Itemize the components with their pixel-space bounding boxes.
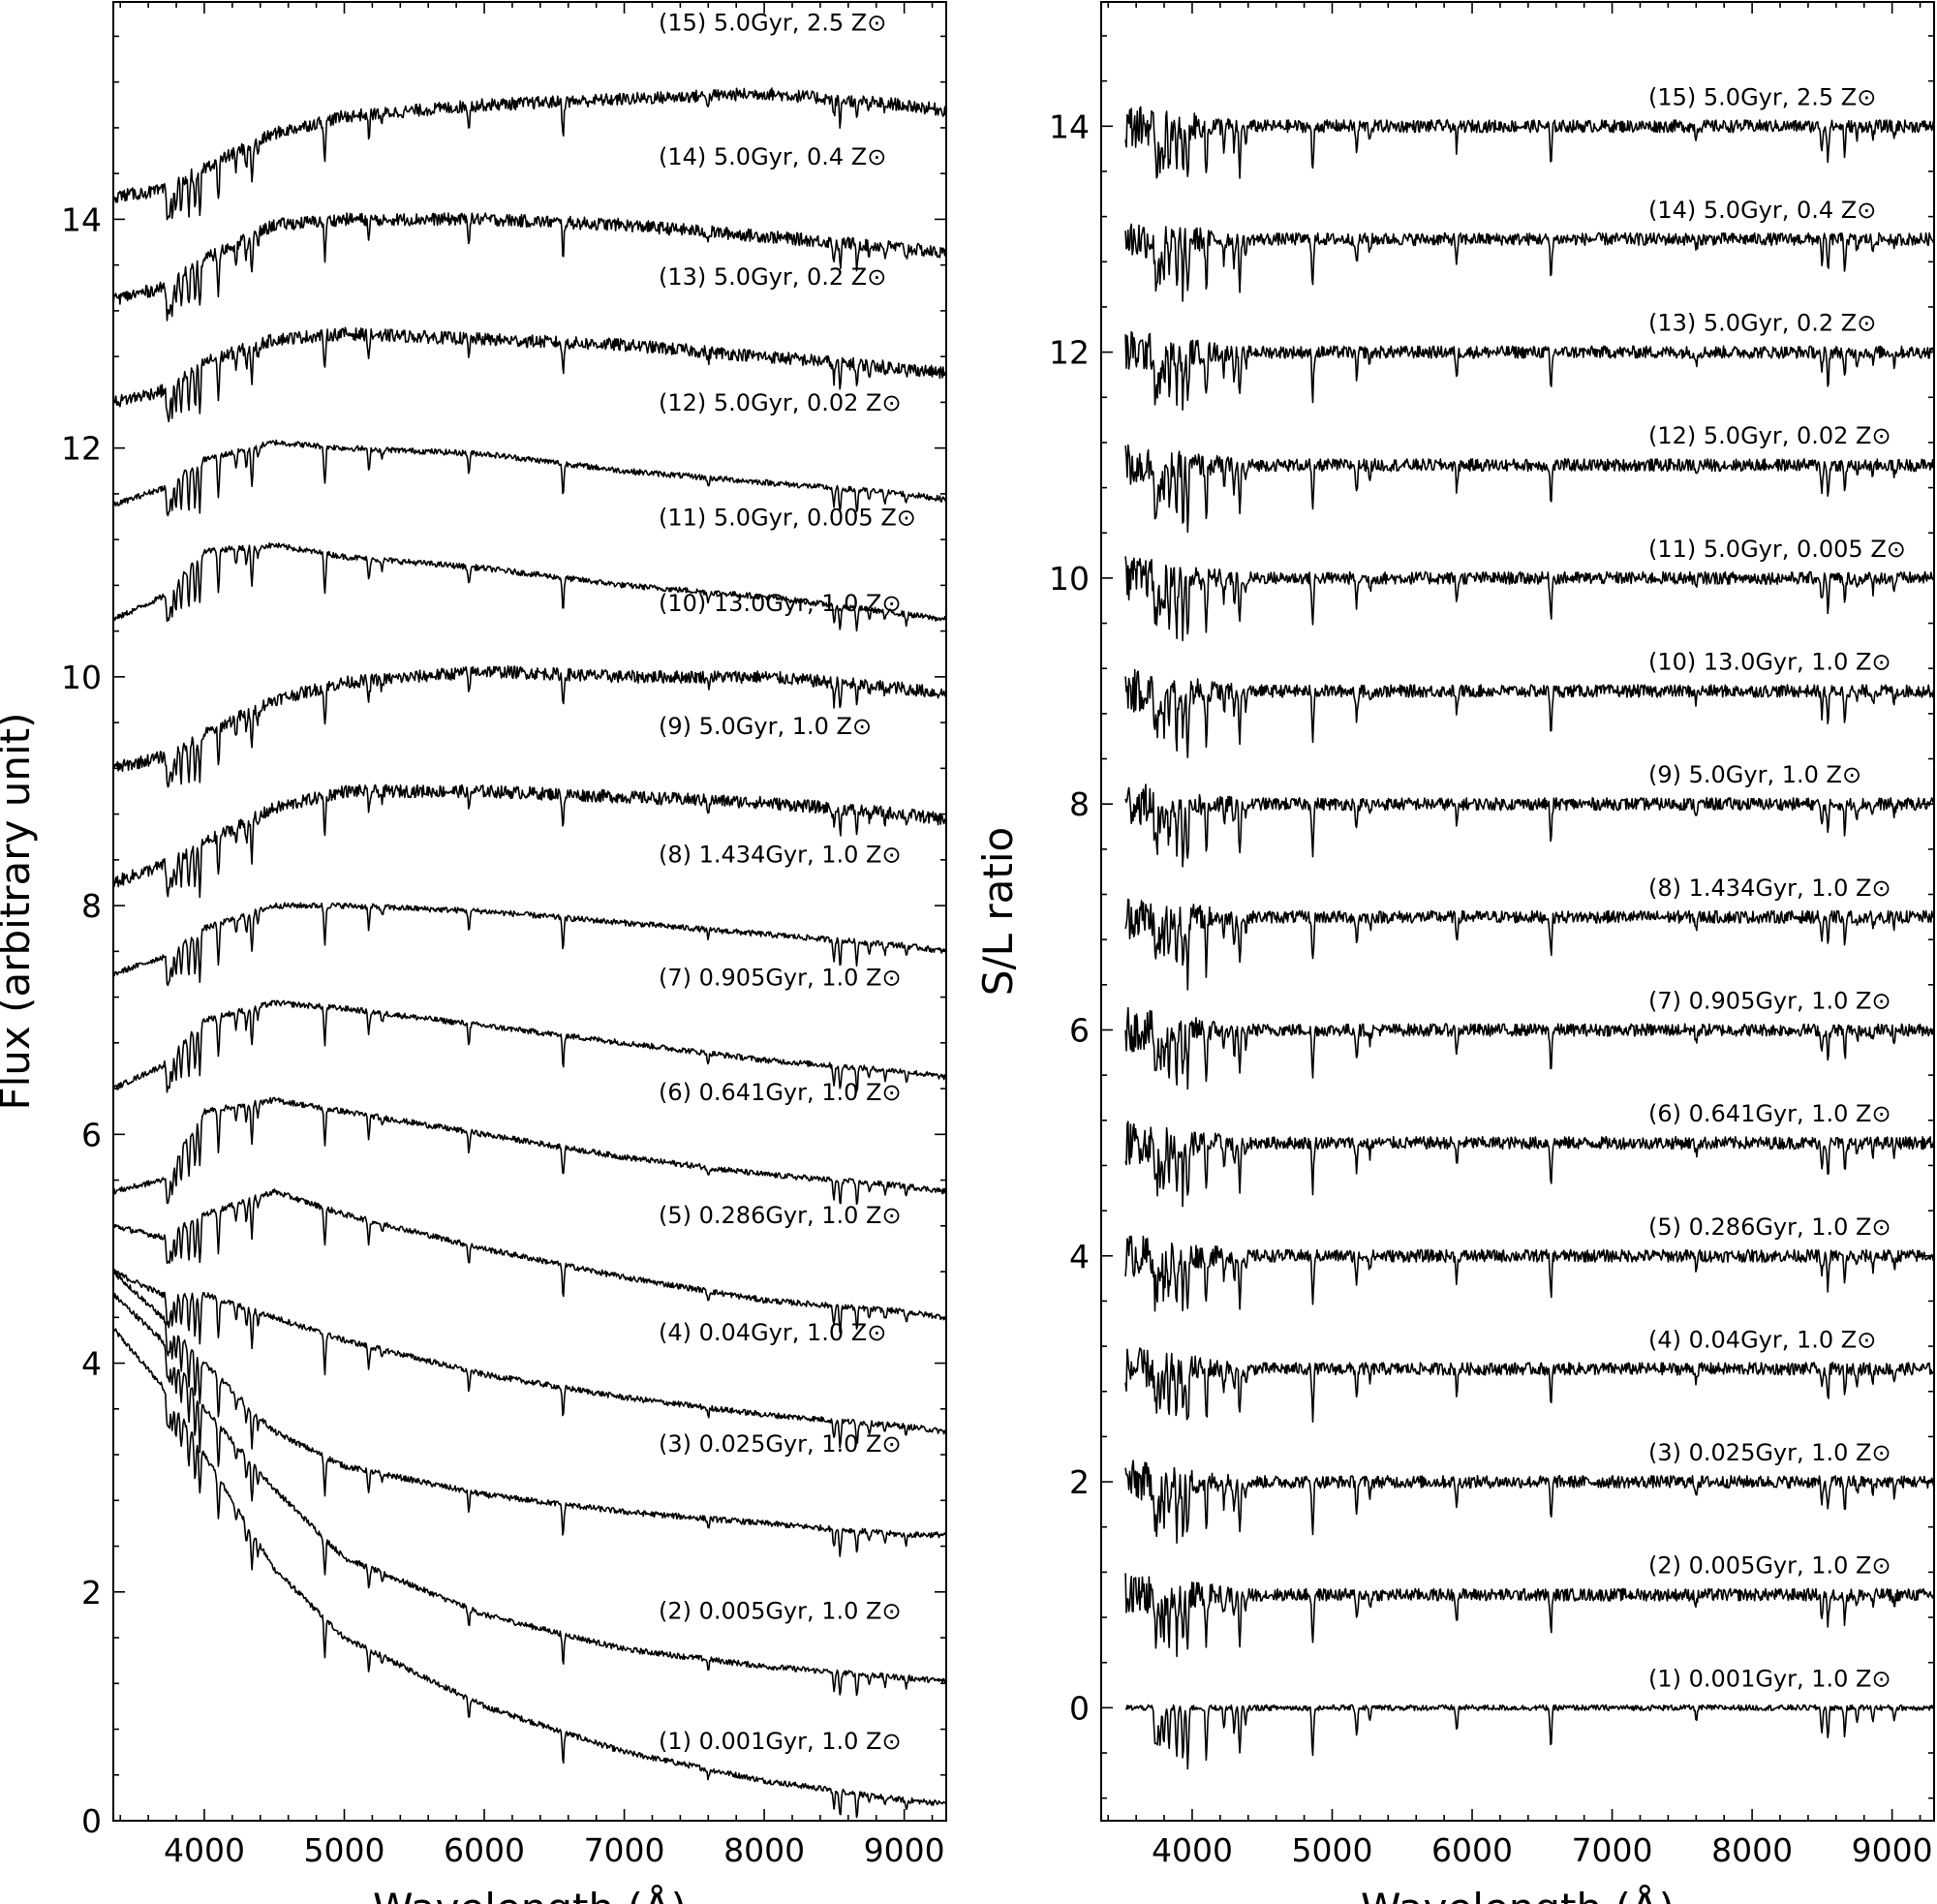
spectrum-line-15 — [1124, 106, 1935, 179]
series-label-4: (4) 0.04Gyr, 1.0 Z⊙ — [659, 1319, 886, 1346]
spectrum-line-6 — [112, 1096, 947, 1206]
y-tick-label: 14 — [1049, 107, 1090, 145]
series-label-1: (1) 0.001Gyr, 1.0 Z⊙ — [659, 1728, 902, 1755]
series-label-6: (6) 0.641Gyr, 1.0 Z⊙ — [659, 1079, 902, 1106]
series-label-5: (5) 0.286Gyr, 1.0 Z⊙ — [1648, 1213, 1891, 1241]
series-label-1: (1) 0.001Gyr, 1.0 Z⊙ — [1648, 1665, 1891, 1692]
spectrum-line-14 — [1124, 223, 1935, 302]
y-tick-label: 10 — [1049, 560, 1090, 598]
y-axis-label: Flux (arbitrary unit) — [0, 712, 39, 1110]
spectrum-line-12 — [112, 439, 947, 517]
x-tick-label: 4000 — [1152, 1831, 1233, 1869]
spectrum-line-7 — [112, 999, 946, 1093]
series-label-12: (12) 5.0Gyr, 0.02 Z⊙ — [1648, 422, 1891, 449]
series-label-13: (13) 5.0Gyr, 0.2 Z⊙ — [1648, 310, 1876, 337]
series-label-14: (14) 5.0Gyr, 0.4 Z⊙ — [659, 143, 886, 170]
y-tick-label: 8 — [1069, 785, 1090, 823]
y-tick-label: 2 — [81, 1574, 102, 1612]
series-label-12: (12) 5.0Gyr, 0.02 Z⊙ — [659, 389, 902, 416]
right-sl-ratio-panel: 4000 5000 6000 7000 8000 9000 0 2 4 6 8 10 12 14 Wavel… — [974, 1, 1935, 1904]
series-label-14: (14) 5.0Gyr, 0.4 Z⊙ — [1648, 197, 1876, 224]
y-tick-label: 4 — [1069, 1238, 1090, 1275]
series-label-11: (11) 5.0Gyr, 0.005 Z⊙ — [1648, 536, 1906, 563]
x-tick-label: 8000 — [723, 1831, 805, 1869]
spectrum-line-8 — [112, 902, 947, 987]
spectrum-line-11 — [1124, 556, 1934, 642]
x-tick-label: 4000 — [164, 1831, 245, 1869]
series-label-10: (10) 13.0Gyr, 1.0 Z⊙ — [1648, 649, 1891, 676]
spectrum-line-12 — [1124, 444, 1935, 534]
x-tick-label: 8000 — [1711, 1831, 1793, 1869]
plot-frame — [112, 1, 947, 1822]
x-tick-label: 7000 — [1572, 1831, 1653, 1869]
y-tick-label: 12 — [61, 430, 102, 468]
plot-frame — [1100, 1, 1935, 1822]
series-label-10: (10) 13.0Gyr, 1.0 Z⊙ — [659, 590, 902, 617]
series-label-8: (8) 1.434Gyr, 1.0 Z⊙ — [659, 842, 902, 869]
y-tick-label: 4 — [81, 1345, 102, 1383]
x-tick-label: 9000 — [1852, 1831, 1933, 1869]
series-label-2: (2) 0.005Gyr, 1.0 Z⊙ — [659, 1598, 902, 1625]
series-label-7: (7) 0.905Gyr, 1.0 Z⊙ — [1648, 987, 1891, 1014]
spectrum-line-1 — [1124, 1704, 1935, 1770]
y-tick-label: 14 — [61, 200, 102, 238]
x-axis-label: Wavelength (Å) — [1361, 1884, 1675, 1904]
series-label-15: (15) 5.0Gyr, 2.5 Z⊙ — [1648, 83, 1876, 110]
series-label-3: (3) 0.025Gyr, 1.0 Z⊙ — [1648, 1439, 1891, 1466]
y-tick-label: 0 — [81, 1802, 102, 1840]
spectrum-line-10 — [112, 664, 947, 788]
y-tick-label: 0 — [1069, 1689, 1090, 1727]
series-label-4: (4) 0.04Gyr, 1.0 Z⊙ — [1648, 1326, 1876, 1353]
y-tick-label: 12 — [1049, 334, 1090, 372]
spectrum-line-3 — [112, 1270, 947, 1557]
spectrum-line-14 — [112, 212, 947, 322]
series-label-11: (11) 5.0Gyr, 0.005 Z⊙ — [659, 504, 916, 531]
spectrum-line-13 — [112, 326, 947, 423]
spectrum-line-11 — [112, 541, 947, 632]
x-tick-label: 5000 — [303, 1831, 384, 1869]
left-flux-panel: 4000 5000 6000 7000 8000 9000 0 2 4 6 8 10 12 14 Wavel… — [0, 1, 947, 1904]
series-label-2: (2) 0.005Gyr, 1.0 Z⊙ — [1648, 1552, 1891, 1580]
series-label-7: (7) 0.905Gyr, 1.0 Z⊙ — [659, 965, 902, 992]
y-tick-label: 10 — [61, 659, 102, 696]
spectrum-line-4 — [1124, 1347, 1934, 1423]
spectrum-line-2 — [112, 1293, 947, 1697]
spectrum-line-7 — [1124, 1006, 1935, 1090]
x-tick-label: 5000 — [1291, 1831, 1372, 1869]
series-label-13: (13) 5.0Gyr, 0.2 Z⊙ — [659, 263, 886, 291]
series-label-15: (15) 5.0Gyr, 2.5 Z⊙ — [659, 9, 886, 36]
spectrum-line-3 — [1124, 1459, 1935, 1544]
series-label-8: (8) 1.434Gyr, 1.0 Z⊙ — [1648, 875, 1891, 902]
spectrum-line-5 — [1124, 1235, 1935, 1312]
x-tick-label: 6000 — [444, 1831, 525, 1869]
spectrum-line-15 — [112, 87, 947, 221]
spectrum-line-2 — [1124, 1573, 1935, 1658]
y-tick-label: 6 — [81, 1116, 102, 1153]
spectrum-line-9 — [112, 783, 947, 899]
spectrum-line-8 — [1124, 898, 1934, 991]
y-tick-label: 6 — [1069, 1011, 1090, 1049]
x-tick-label: 6000 — [1431, 1831, 1513, 1869]
series-label-6: (6) 0.641Gyr, 1.0 Z⊙ — [1648, 1100, 1891, 1127]
x-axis-label: Wavelength (Å) — [373, 1884, 687, 1904]
y-tick-label: 8 — [81, 887, 102, 925]
spectrum-line-5 — [112, 1188, 947, 1334]
x-tick-label: 9000 — [864, 1831, 945, 1869]
spectrum-line-1 — [112, 1327, 946, 1819]
spectrum-line-6 — [1124, 1121, 1935, 1208]
spectrum-line-10 — [1124, 668, 1935, 759]
spectrum-line-4 — [112, 1269, 946, 1449]
spectrum-line-13 — [1124, 330, 1935, 412]
series-label-9: (9) 5.0Gyr, 1.0 Z⊙ — [1648, 761, 1861, 788]
series-label-9: (9) 5.0Gyr, 1.0 Z⊙ — [659, 713, 872, 740]
series-label-5: (5) 0.286Gyr, 1.0 Z⊙ — [659, 1202, 902, 1229]
x-tick-label: 7000 — [584, 1831, 665, 1869]
y-tick-label: 2 — [1069, 1463, 1090, 1501]
series-label-3: (3) 0.025Gyr, 1.0 Z⊙ — [659, 1430, 902, 1458]
spectrum-line-9 — [1124, 783, 1935, 868]
y-axis-label: S/L ratio — [974, 827, 1022, 996]
